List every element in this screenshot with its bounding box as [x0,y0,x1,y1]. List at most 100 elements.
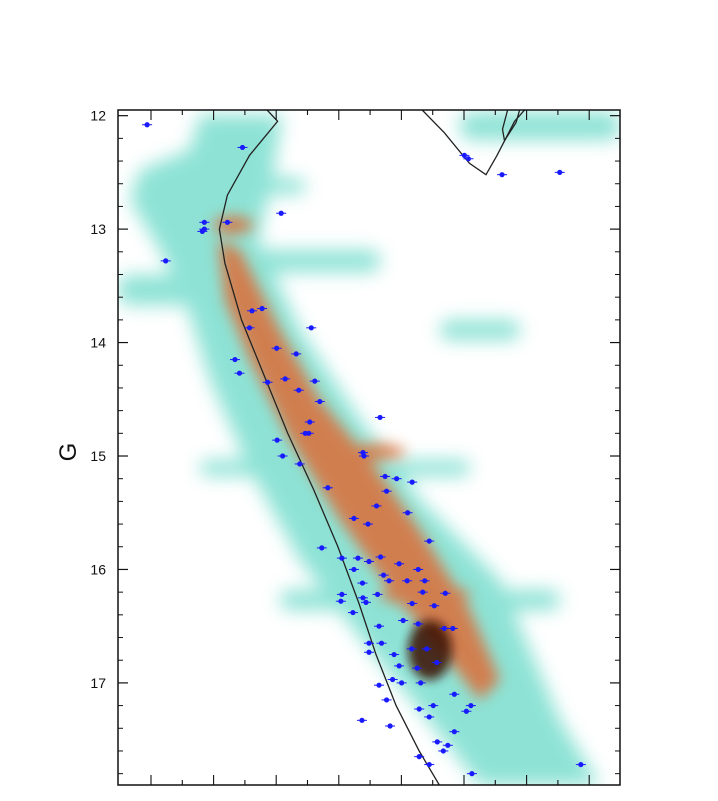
data-point-45 [336,555,347,561]
data-marker [426,761,432,768]
y-tick-label: 14 [90,335,106,351]
data-marker [442,590,448,596]
y-tick-label: 16 [90,561,106,577]
data-marker [450,625,456,632]
isochrone-line-2 [501,110,521,143]
data-point-53 [357,580,368,586]
data-marker [424,646,430,652]
data-point-14 [306,325,317,331]
data-point-48 [375,554,386,560]
data-marker [224,219,231,225]
data-marker [378,640,385,646]
data-marker [409,479,415,485]
data-marker [441,625,447,632]
data-point-36 [407,479,418,485]
data-point-57 [336,591,347,598]
density-core [408,620,452,680]
data-marker [426,714,432,720]
data-point-97 [438,748,449,754]
data-point-101 [575,761,586,768]
data-point-75 [421,646,432,652]
data-marker [274,345,280,351]
data-marker [355,555,361,561]
data-marker [307,419,313,425]
isochrone-line-1 [421,110,526,176]
data-marker [374,591,381,598]
data-point-19 [280,376,291,382]
data-marker [469,771,475,777]
data-marker [366,640,372,646]
data-marker [418,680,424,686]
data-point-37 [322,485,333,491]
data-point-35 [391,476,402,482]
data-marker [391,651,397,658]
data-marker [383,488,390,494]
data-point-85 [381,697,392,703]
data-marker [366,558,372,565]
data-marker [396,663,402,669]
data-point-98 [414,754,425,760]
data-point-26 [375,414,386,421]
data-marker [339,555,345,561]
data-marker [365,521,371,527]
data-marker [415,566,421,573]
data-point-84 [374,682,385,688]
data-point-60 [417,589,428,595]
data-point-64 [407,600,418,607]
data-point-29 [303,430,314,436]
data-marker [420,589,426,595]
data-marker [422,578,428,584]
data-point-39 [371,503,382,509]
data-marker [306,430,312,436]
data-marker [360,595,366,601]
data-marker [434,739,440,745]
data-marker [144,122,150,128]
data-point-66 [347,609,358,616]
data-point-1 [237,144,248,151]
data-point-22 [262,379,273,385]
data-marker [451,691,457,697]
data-point-87 [428,702,439,709]
data-marker [282,376,288,382]
data-marker [278,210,284,216]
data-marker [297,461,303,467]
data-point-42 [402,510,413,516]
data-point-20 [234,370,245,376]
data-marker [434,659,440,666]
data-marker [361,453,367,459]
data-point-40 [348,515,359,522]
data-point-6 [222,219,233,225]
density-band-mid [170,250,380,272]
data-point-96 [442,742,453,748]
data-marker [350,609,356,616]
density-band-upper [135,178,305,194]
data-marker [377,414,383,421]
data-marker [376,623,382,629]
data-point-95 [432,739,443,745]
y-tick-label: 17 [90,675,106,691]
data-point-56 [402,578,413,584]
data-point-44 [316,545,327,551]
data-point-82 [396,680,407,686]
data-marker [325,485,331,491]
data-marker [366,649,372,655]
data-marker [465,156,471,162]
data-marker [201,219,207,225]
data-marker [499,172,505,178]
data-point-71 [447,625,458,632]
data-marker [394,476,400,482]
data-point-25 [304,419,315,425]
data-marker [249,308,255,314]
data-marker [387,723,393,729]
data-marker [274,437,280,443]
data-marker [239,144,246,151]
data-point-2 [459,152,470,158]
y-tick-label: 13 [90,221,106,237]
data-marker [359,580,366,586]
axis-layer: 12 13 14 15 16 17 [90,108,620,785]
data-point-34 [380,473,391,480]
data-marker [380,572,387,578]
plot-frame [117,109,621,786]
data-marker [377,554,384,560]
